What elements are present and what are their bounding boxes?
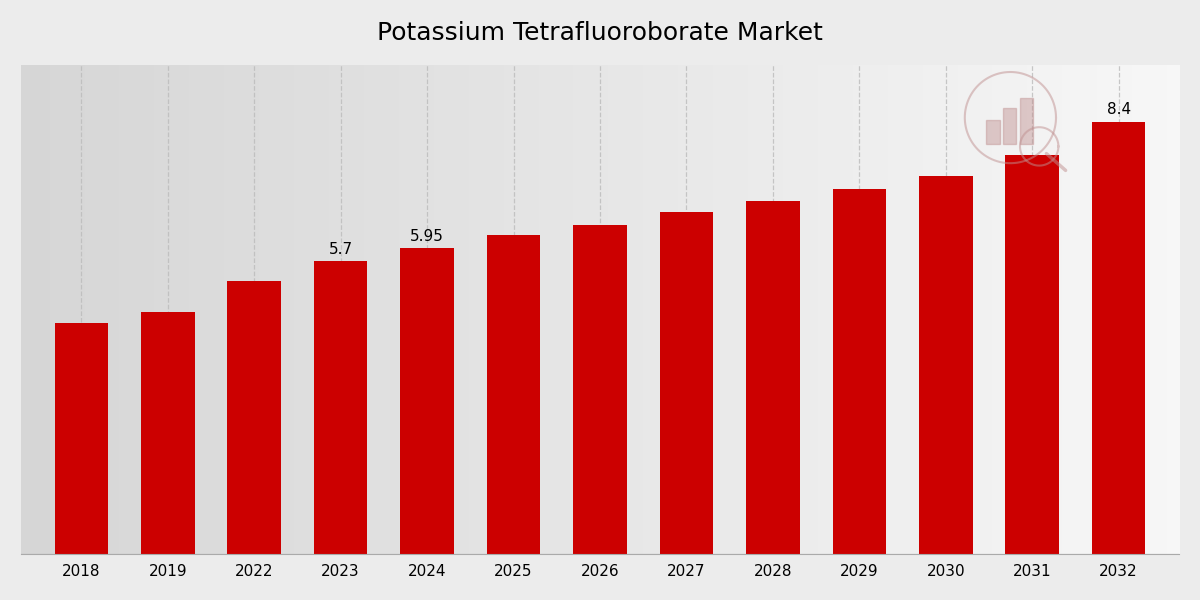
Bar (401, 248, 454, 554)
Bar (1020, 98, 1033, 144)
Text: 5.7: 5.7 (329, 242, 353, 257)
Text: 5.95: 5.95 (410, 229, 444, 244)
Bar (140, 312, 194, 554)
Bar (919, 176, 972, 554)
Bar (1003, 108, 1016, 144)
Bar (228, 281, 281, 554)
Title: Potassium Tetrafluoroborate Market: Potassium Tetrafluoroborate Market (377, 21, 823, 45)
Bar (660, 212, 713, 554)
Text: 8.4: 8.4 (1106, 103, 1130, 118)
Bar (1006, 155, 1060, 554)
Bar (314, 260, 367, 554)
Bar (746, 202, 799, 554)
Bar (986, 120, 1000, 144)
Bar (54, 323, 108, 554)
Bar (487, 235, 540, 554)
Bar (833, 188, 886, 554)
Bar (574, 224, 626, 554)
Bar (1092, 122, 1146, 554)
